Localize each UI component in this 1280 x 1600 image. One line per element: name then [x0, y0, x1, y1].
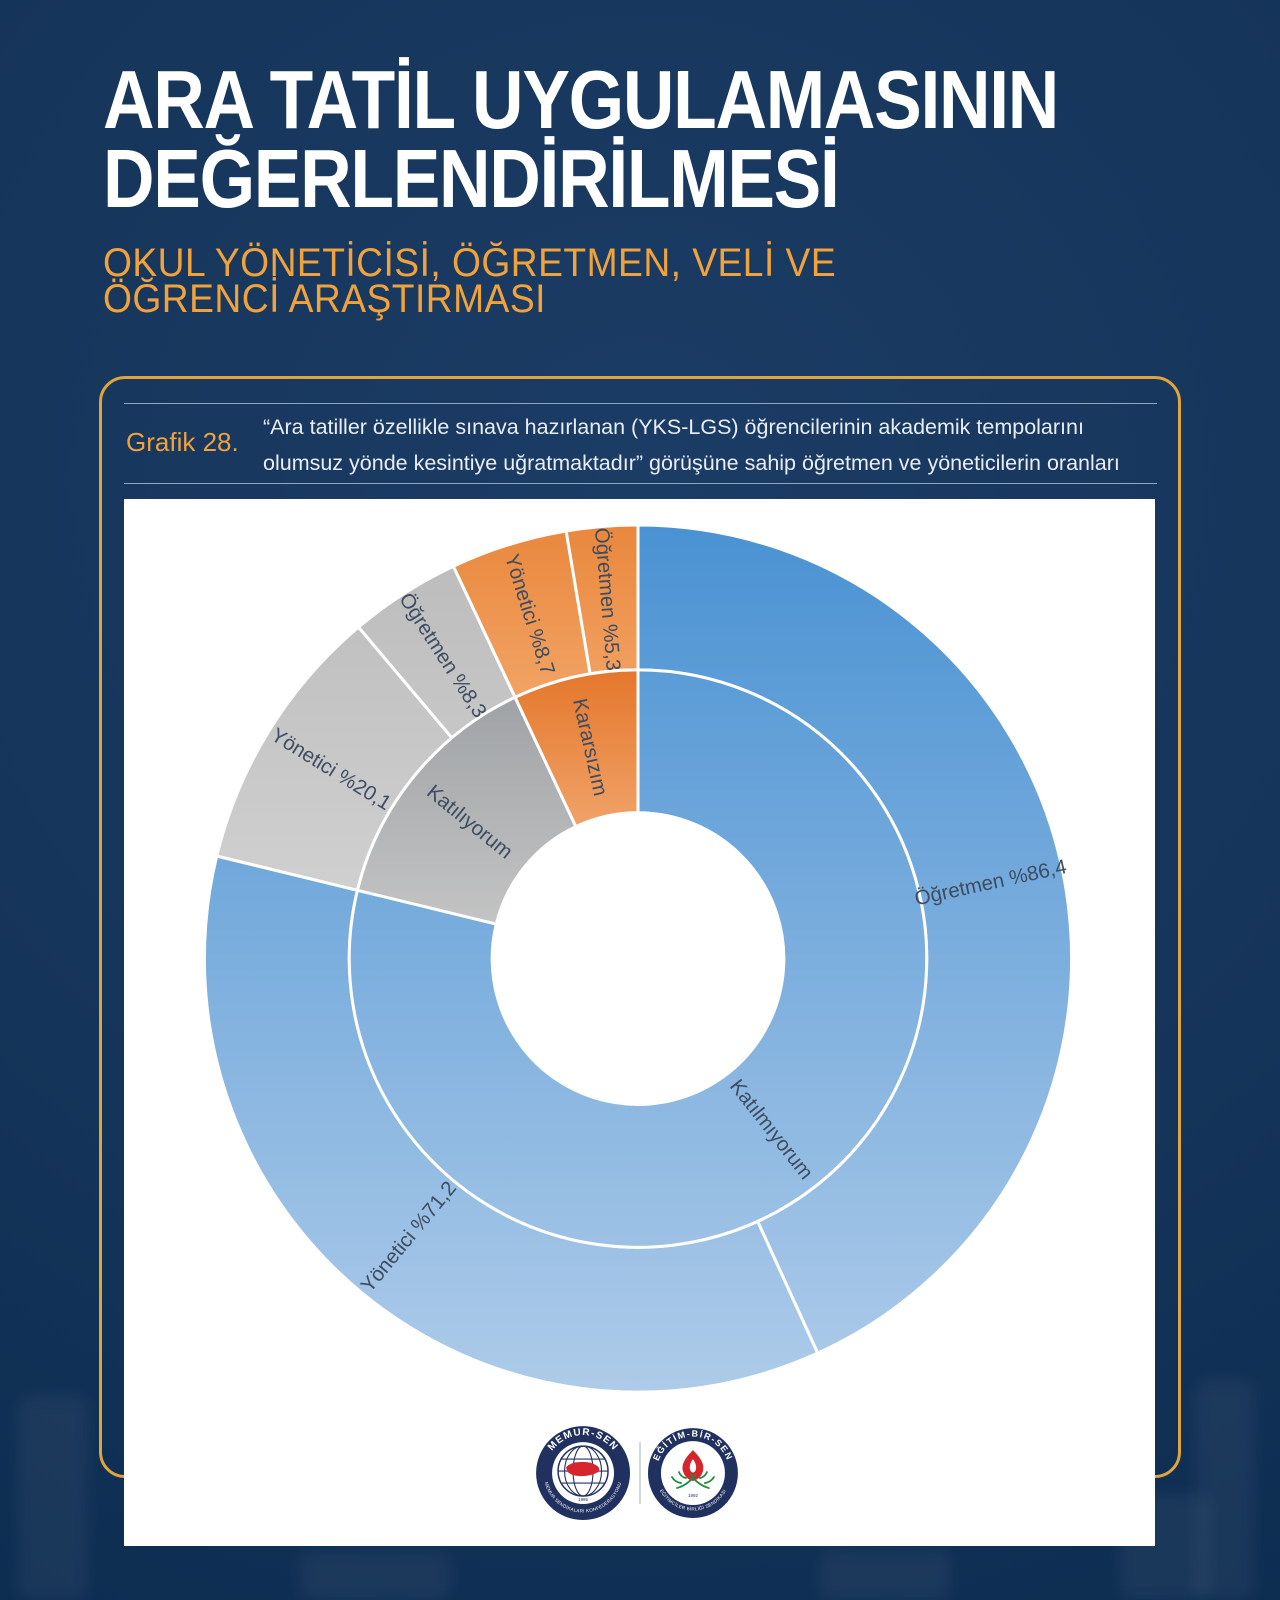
- header-divider-bottom: [124, 483, 1157, 484]
- chart-area: 1995 MEMUR-SEN MEMUR SENDİKALARI KONFEDE…: [124, 499, 1155, 1546]
- page-title-line1: ARA TATİL UYGULAMASININ: [103, 53, 1059, 146]
- donut-segment-category-Katılmıyorum: [347, 668, 929, 1249]
- background-silhouette-texture: [1196, 1380, 1254, 1600]
- page-title: ARA TATİL UYGULAMASININ DEĞERLENDİRİLMES…: [103, 58, 1059, 220]
- page-subtitle: OKUL YÖNETİCİSİ, ÖĞRETMEN, VELİ VE ÖĞREN…: [103, 243, 836, 319]
- tulip-icon-notch: [689, 1459, 697, 1473]
- donut-segment-category-Katılıyorum: [355, 695, 578, 926]
- page-subtitle-line2: ÖĞRENCİ ARAŞTIRMASI: [103, 277, 546, 321]
- page-title-line2: DEĞERLENDİRİLMESİ: [103, 132, 840, 225]
- page-subtitle-line1: OKUL YÖNETİCİSİ, ÖĞRETMEN, VELİ VE: [103, 241, 837, 285]
- sunburst-chart: 1995 MEMUR-SEN MEMUR SENDİKALARI KONFEDE…: [202, 523, 1074, 1521]
- egitimbirsen-logo: 1992 EĞİTİM-BİR-SEN EĞİTİMCİLER BİRLİĞİ …: [647, 1428, 738, 1519]
- memursen-logo: 1995 MEMUR-SEN MEMUR SENDİKALARI KONFEDE…: [536, 1426, 631, 1521]
- turkey-map-icon: [566, 1461, 600, 1477]
- chart-number-label: Grafik 28.: [126, 427, 239, 457]
- background-silhouette-texture: [18, 1396, 88, 1600]
- header-divider-top: [124, 403, 1157, 404]
- background-silhouette-texture: [300, 1552, 450, 1600]
- chart-description: “Ara tatiller özellikle sınava hazırlana…: [263, 409, 1120, 481]
- wheat-icon: [671, 1471, 715, 1489]
- donut-segment-category-Kararsızım: [513, 668, 640, 829]
- egitimbirsen-year: 1992: [688, 1493, 698, 1498]
- memursen-year: 1995: [578, 1497, 588, 1502]
- chart-description-line1: “Ara tatiller özellikle sınava hazırlana…: [263, 415, 1084, 439]
- background-silhouette-texture: [820, 1550, 950, 1600]
- chart-description-line2: olumsuz yönde kesintiye uğratmaktadır” g…: [263, 451, 1120, 475]
